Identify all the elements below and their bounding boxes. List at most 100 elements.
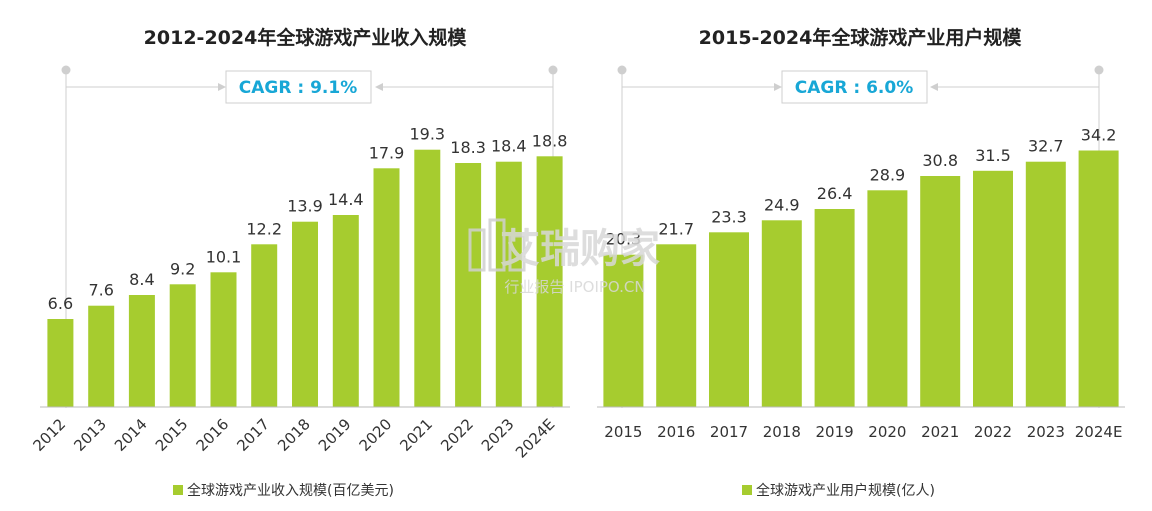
revenue-data-label-2013: 7.6 (88, 281, 113, 300)
users-cagr-left-arrowhead (774, 83, 782, 91)
revenue-bar-2023 (495, 161, 522, 407)
users-cagr-annotation: CAGR : 6.0% (617, 65, 1104, 408)
revenue-data-label-2022: 18.3 (450, 138, 486, 157)
revenue-cagr-annotation: CAGR : 9.1% (61, 65, 558, 408)
revenue-chart: 2012-2024年全球游戏产业收入规模 CAGR : 9.1% 6.6 7.6 8… (29, 26, 570, 499)
revenue-data-label-2017: 12.2 (246, 219, 282, 238)
users-cagr-right-dot (1094, 65, 1104, 75)
revenue-bar-2015 (169, 284, 196, 407)
revenue-bar-2014 (128, 295, 155, 407)
revenue-tick-label-2016: 2016 (193, 415, 233, 455)
revenue-data-label-2023: 18.4 (491, 137, 527, 156)
revenue-tick-label-2014: 2014 (111, 415, 151, 455)
users-data-label-2022: 31.5 (975, 146, 1011, 165)
users-data-label-2015: 20.3 (606, 230, 642, 249)
users-data-label-2023: 32.7 (1028, 137, 1064, 156)
users-legend-label: 全球游戏产业用户规模(亿人) (756, 482, 935, 499)
users-tick-label-2017: 2017 (710, 423, 748, 441)
users-x-ticks: 2015 2016 2017 2018 2019 2020 2021 2022 2023 2024… (604, 423, 1122, 441)
revenue-data-label-2012: 6.6 (48, 294, 73, 313)
users-tick-label-2015: 2015 (604, 423, 642, 441)
revenue-data-label-2021: 19.3 (409, 125, 445, 144)
revenue-bars: 6.6 7.6 8.4 9.2 10.112.2 13.9 14.4 17.919.3 18.3… (47, 125, 567, 407)
watermark-building-icon (468, 218, 526, 272)
revenue-chart-title: 2012-2024年全球游戏产业收入规模 (144, 26, 468, 49)
users-cagr-box (781, 70, 928, 104)
revenue-tick-label-2015: 2015 (152, 415, 192, 455)
revenue-tick-label-2012: 2012 (29, 415, 69, 455)
watermark: 艾瑞购家 行业报告 IPOIPO.CN (468, 218, 660, 296)
revenue-data-label-2018: 13.9 (287, 197, 323, 216)
users-tick-label-2020: 2020 (868, 423, 906, 441)
users-bar-2024E (1078, 150, 1119, 407)
revenue-bar-2020 (373, 168, 400, 407)
watermark-sub-text: 行业报告 IPOIPO.CN (504, 278, 645, 296)
revenue-bar-2022 (455, 163, 482, 407)
revenue-cagr-right-arrowhead (375, 83, 383, 91)
revenue-cagr-right-dot (548, 65, 558, 75)
users-bar-2019 (814, 209, 855, 407)
revenue-data-label-2024E: 18.8 (532, 131, 568, 150)
users-data-label-2017: 23.3 (711, 207, 747, 226)
users-bar-2020 (867, 190, 908, 407)
revenue-data-label-2015: 9.2 (170, 259, 195, 278)
users-chart-title: 2015-2024年全球游戏产业用户规模 (699, 26, 1023, 49)
revenue-tick-label-2018: 2018 (274, 415, 314, 455)
revenue-bar-2017 (251, 244, 278, 407)
revenue-tick-label-2019: 2019 (315, 415, 355, 455)
users-legend: 全球游戏产业用户规模(亿人) (742, 482, 935, 499)
users-tick-label-2024E: 2024E (1075, 423, 1123, 441)
users-data-label-2020: 28.9 (870, 165, 906, 184)
users-tick-label-2016: 2016 (657, 423, 695, 441)
revenue-bar-2012 (47, 319, 74, 407)
revenue-data-label-2016: 10.1 (206, 247, 242, 266)
revenue-bar-2016 (210, 272, 237, 407)
watermark-logo-text: 艾瑞购家 (500, 226, 660, 272)
users-bar-2022 (973, 170, 1013, 408)
users-bars: 20.3 21.7 23.3 24.9 26.4 28.9 30.8 31.5 32.7 34.2 (603, 126, 1119, 408)
revenue-data-label-2020: 17.9 (369, 143, 405, 162)
users-legend-swatch (742, 485, 752, 495)
users-cagr-right-arrowhead (930, 83, 938, 91)
revenue-bar-2013 (88, 305, 115, 407)
revenue-cagr-left-dot (61, 65, 71, 75)
revenue-bar-2018 (292, 221, 318, 407)
users-bar-2017 (709, 232, 749, 408)
users-data-label-2019: 26.4 (817, 184, 853, 203)
revenue-data-label-2019: 14.4 (328, 190, 364, 209)
users-cagr-label: CAGR : 6.0% (795, 78, 913, 98)
revenue-bar-2021 (414, 149, 441, 407)
users-bar-2023 (1025, 161, 1066, 407)
users-data-label-2024E: 34.2 (1081, 126, 1117, 145)
users-data-label-2016: 21.7 (658, 219, 694, 238)
users-tick-label-2019: 2019 (816, 423, 854, 441)
users-bar-2021 (920, 176, 961, 407)
users-chart: 2015-2024年全球游戏产业用户规模 CAGR : 6.0% 20.3 21.… (597, 26, 1125, 499)
revenue-bar-2019 (332, 215, 359, 407)
users-bar-2016 (656, 244, 697, 408)
revenue-tick-label-2024E: 2024E (512, 415, 558, 461)
revenue-cagr-box (225, 70, 372, 104)
users-data-label-2021: 30.8 (922, 151, 958, 170)
users-bar-2018 (761, 220, 802, 407)
users-bar-2015 (603, 254, 644, 407)
revenue-cagr-left-arrowhead (218, 83, 226, 91)
revenue-tick-label-2021: 2021 (396, 415, 436, 455)
users-tick-label-2022: 2022 (974, 423, 1012, 441)
users-data-label-2018: 24.9 (764, 195, 800, 214)
revenue-legend-label: 全球游戏产业收入规模(百亿美元) (187, 482, 394, 499)
revenue-tick-label-2017: 2017 (233, 415, 273, 455)
revenue-x-ticks: 2012 2013 2014 2015 2016 2017 2018 2019 2020 2021… (29, 415, 558, 461)
revenue-cagr-label: CAGR : 9.1% (239, 78, 357, 98)
users-tick-label-2021: 2021 (921, 423, 959, 441)
revenue-legend-swatch (173, 485, 183, 495)
revenue-tick-label-2020: 2020 (356, 415, 396, 455)
revenue-legend: 全球游戏产业收入规模(百亿美元) (173, 482, 394, 499)
users-cagr-left-dot (617, 65, 627, 75)
revenue-tick-label-2022: 2022 (437, 415, 477, 455)
users-tick-label-2023: 2023 (1027, 423, 1065, 441)
users-tick-label-2018: 2018 (763, 423, 801, 441)
revenue-bar-2024E (536, 156, 563, 407)
revenue-tick-label-2013: 2013 (70, 415, 110, 455)
